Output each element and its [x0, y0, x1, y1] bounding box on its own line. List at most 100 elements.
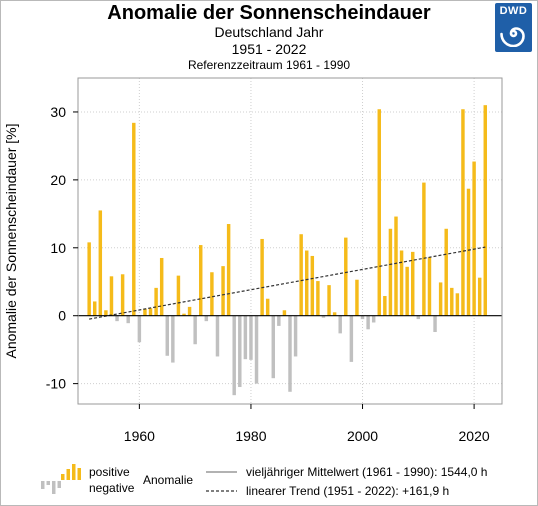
plot-border	[77, 77, 503, 405]
bar-1996	[338, 315, 342, 334]
legend-positive-label: positive	[89, 465, 130, 479]
bar-1952	[93, 301, 97, 316]
dwd-logo-text: DWD	[499, 5, 528, 17]
bar-2002	[371, 315, 376, 323]
bar-1976	[226, 224, 231, 316]
bar-2005	[388, 228, 393, 316]
bar-1992	[316, 281, 320, 316]
bar-1954	[104, 310, 108, 316]
bar-1961	[143, 308, 147, 316]
bar-2020	[472, 161, 476, 316]
bar-1973	[210, 272, 214, 316]
swirl-icon	[500, 27, 525, 47]
bar-1999	[355, 279, 359, 316]
bar-2000	[360, 315, 365, 320]
trend-line	[89, 246, 486, 320]
chart-period: 1951 - 2022	[231, 41, 307, 57]
bar-1971	[199, 245, 203, 316]
bar-2018	[461, 109, 465, 316]
bar-1988	[293, 315, 298, 357]
bar-1981	[254, 315, 259, 384]
y-tick-label: -10	[46, 376, 66, 392]
bar-1957	[120, 274, 125, 316]
bar-2012	[427, 257, 432, 316]
legend-positive-swatch-bar	[66, 469, 70, 480]
legend-trend-label: linearer Trend (1951 - 2022): +161,9 h	[246, 484, 450, 498]
bar-2021	[477, 277, 482, 316]
trend-layer	[89, 246, 486, 320]
bar-1951	[87, 242, 91, 316]
bar-1960	[137, 315, 142, 343]
y-tick-label: 10	[50, 240, 66, 256]
bar-1967	[176, 275, 181, 316]
bar-2011	[422, 182, 426, 316]
bar-2016	[450, 287, 454, 316]
bar-1974	[215, 315, 220, 357]
bar-2013	[433, 315, 437, 333]
chart-reference-period: Referenzzeitraum 1961 - 1990	[187, 58, 351, 72]
chart-subtitle: Deutschland Jahr	[214, 24, 324, 40]
bar-1991	[310, 255, 315, 316]
bar-2006	[394, 216, 398, 316]
bar-1958	[126, 315, 130, 324]
dwd-logo: DWD	[495, 3, 532, 52]
bar-1964	[159, 257, 164, 316]
legend-positive-swatch-bar	[61, 474, 65, 480]
bar-1975	[221, 266, 225, 316]
bar-2010	[416, 315, 421, 320]
bar-1969	[187, 306, 192, 316]
x-tick-label: 2000	[347, 428, 378, 444]
bar-1983	[265, 298, 270, 316]
legend-negative-swatch-bar	[41, 481, 45, 489]
bar-1978	[238, 315, 242, 388]
bar-2019	[466, 188, 471, 316]
bar-1977	[232, 315, 236, 396]
bars-layer	[87, 105, 487, 396]
bar-1963	[154, 287, 158, 316]
bar-1987	[288, 315, 292, 392]
bar-1993	[321, 315, 326, 318]
legend-negative-swatch-bar	[52, 481, 56, 494]
legend-anomaly-label: Anomalie	[143, 473, 194, 487]
bar-1953	[98, 210, 103, 316]
bar-1979	[243, 315, 248, 360]
bar-2022	[483, 105, 487, 316]
bar-1956	[115, 315, 119, 322]
legend-positive-swatch-bar	[77, 468, 81, 480]
bar-1955	[109, 276, 114, 316]
bar-1989	[299, 234, 303, 316]
legend-positive-swatch-bar	[72, 464, 76, 480]
y-tick-label: 20	[50, 172, 66, 188]
bar-2009	[411, 251, 415, 316]
bar-2015	[444, 228, 448, 316]
legend-negative-label: negative	[89, 481, 135, 495]
x-tick-label: 2020	[459, 428, 490, 444]
bar-2001	[366, 315, 370, 330]
bar-1985	[277, 315, 281, 326]
legend-negative-swatch-bar	[46, 481, 50, 485]
y-tick-label: 0	[58, 308, 66, 324]
bar-1966	[171, 315, 175, 363]
bar-1990	[305, 250, 309, 316]
x-tick-label: 1960	[124, 428, 155, 444]
bar-1984	[271, 315, 275, 379]
legend-negative-swatch-bar	[57, 481, 61, 488]
bar-2014	[438, 282, 443, 316]
bar-1982	[260, 238, 264, 316]
bar-2017	[455, 293, 460, 316]
bar-1965	[165, 315, 169, 356]
bar-1986	[282, 310, 287, 316]
y-tick-label: 30	[50, 104, 66, 120]
chart-title: Anomalie der Sonnenscheindauer	[107, 2, 431, 24]
x-tick-label: 1980	[235, 428, 266, 444]
bar-2004	[383, 296, 387, 316]
bar-1994	[327, 285, 331, 316]
bar-1995	[332, 312, 337, 316]
bar-1972	[204, 315, 209, 322]
bar-1968	[182, 313, 186, 316]
bar-2003	[377, 109, 381, 316]
bar-1980	[249, 315, 253, 360]
y-axis-label: Anomalie der Sonnenscheindauer [%]	[3, 123, 19, 358]
legend-mean-label: vieljähriger Mittelwert (1961 - 1990): 1…	[246, 465, 488, 479]
